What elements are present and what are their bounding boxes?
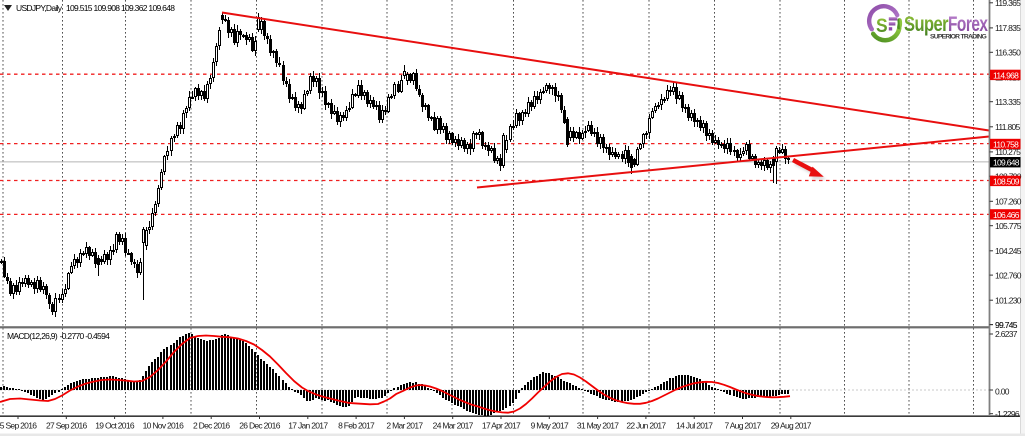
svg-text:0.00: 0.00 [995,386,1010,396]
svg-text:10 Nov 2016: 10 Nov 2016 [143,420,184,430]
svg-text:116.350: 116.350 [995,48,1021,58]
svg-text:2.6237: 2.6237 [995,329,1018,339]
svg-text:110.758: 110.758 [993,139,1019,149]
svg-text:5 Sep 2016: 5 Sep 2016 [0,420,37,430]
svg-text:17 Apr 2017: 17 Apr 2017 [482,420,521,430]
svg-text:MACD(12,26,9) -0.2770 -0.4594: MACD(12,26,9) -0.2770 -0.4594 [7,331,110,341]
svg-text:117.835: 117.835 [995,23,1021,33]
svg-text:99.745: 99.745 [995,320,1018,330]
svg-text:119.365: 119.365 [995,0,1021,8]
svg-text:19 Oct 2016: 19 Oct 2016 [95,420,135,430]
svg-text:29 Aug 2017: 29 Aug 2017 [771,420,812,430]
svg-text:2 Dec 2016: 2 Dec 2016 [193,420,230,430]
svg-text:9 May 2017: 9 May 2017 [531,420,569,430]
svg-text:7 Aug 2017: 7 Aug 2017 [724,420,761,430]
svg-text:110.275: 110.275 [995,147,1021,157]
svg-text:107.260: 107.260 [995,197,1022,207]
svg-text:-1.2296: -1.2296 [995,409,1020,419]
svg-text:31 May 2017: 31 May 2017 [577,420,619,430]
svg-text:99.745: 99.745 [995,320,1018,330]
svg-text:24 Mar 2017: 24 Mar 2017 [433,420,474,430]
svg-text:111.805: 111.805 [995,122,1021,132]
svg-text:17 Jan 2017: 17 Jan 2017 [288,420,328,430]
svg-text:106.466: 106.466 [993,210,1020,220]
svg-text:102.760: 102.760 [995,270,1022,280]
svg-text:26 Dec 2016: 26 Dec 2016 [239,420,280,430]
svg-text:Forex: Forex [948,12,988,36]
svg-text:22 Jun 2017: 22 Jun 2017 [626,420,666,430]
svg-text:27 Sep 2016: 27 Sep 2016 [46,420,87,430]
svg-text:109.648: 109.648 [993,158,1020,168]
svg-text:14 Jul 2017: 14 Jul 2017 [676,420,713,430]
svg-text:SUPERIOR TRADING: SUPERIOR TRADING [930,34,987,41]
svg-text:USDJPY,Daily 109.515 109.908 1: USDJPY,Daily 109.515 109.908 109.362 109… [16,3,175,13]
svg-text:104.245: 104.245 [995,246,1022,256]
svg-text:S: S [876,15,888,37]
svg-text:2 Mar 2017: 2 Mar 2017 [386,420,423,430]
svg-text:108.509: 108.509 [993,176,1020,186]
svg-text:105.775: 105.775 [995,221,1022,231]
svg-text:101.230: 101.230 [995,295,1022,305]
svg-text:113.335: 113.335 [995,97,1021,107]
svg-text:8 Feb 2017: 8 Feb 2017 [338,420,375,430]
svg-text:Super: Super [904,12,949,36]
svg-text:114.968: 114.968 [993,70,1019,80]
